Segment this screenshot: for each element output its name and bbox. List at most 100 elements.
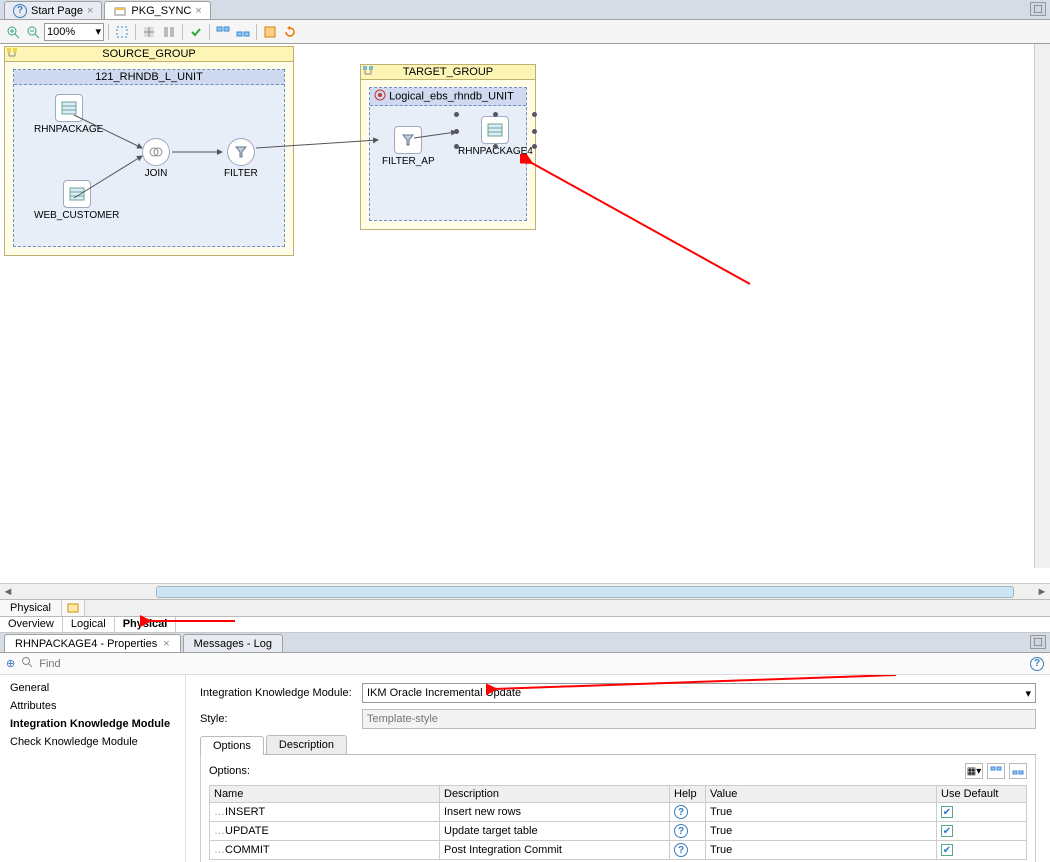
options-collapse-button[interactable] — [1009, 763, 1027, 779]
cell-name: COMMIT — [210, 841, 440, 860]
scroll-left-arrow[interactable]: ◄ — [0, 585, 16, 599]
sidebar-item-general[interactable]: General — [0, 679, 185, 697]
tab-physical-view[interactable]: Physical — [0, 600, 62, 616]
table-row[interactable]: INSERTInsert new rows?True✔ — [210, 803, 1027, 822]
cell-value[interactable]: True — [706, 841, 937, 860]
options-area: Options: ▦▾ Name Description Help Value … — [200, 755, 1036, 862]
close-icon[interactable]: × — [163, 638, 169, 650]
options-table: Name Description Help Value Use Default … — [209, 785, 1027, 860]
ikm-label: Integration Knowledge Module: — [200, 687, 352, 699]
sidebar-item-attributes[interactable]: Attributes — [0, 697, 185, 715]
cell-help[interactable]: ? — [670, 822, 706, 841]
close-icon[interactable]: × — [195, 5, 201, 17]
target-group[interactable]: TARGET_GROUP Logical_ebs_rhndb_UNIT FILT… — [360, 64, 536, 230]
find-bar: ⊕ ? — [0, 653, 1050, 675]
grid-button[interactable] — [140, 23, 158, 41]
tab-logical[interactable]: Logical — [63, 617, 115, 632]
scrollbar-thumb[interactable] — [156, 586, 1014, 598]
diagram-canvas[interactable]: SOURCE_GROUP 121_RHNDB_L_UNIT RHNPACKAGE… — [0, 44, 1050, 583]
zoom-combo[interactable]: 100%▾ — [44, 23, 104, 41]
style-input[interactable] — [362, 709, 1036, 729]
cell-help[interactable]: ? — [670, 841, 706, 860]
vertical-scrollbar[interactable] — [1034, 44, 1050, 568]
properties-panel: General Attributes Integration Knowledge… — [0, 675, 1050, 862]
horizontal-scrollbar[interactable]: ◄ ► — [0, 583, 1050, 599]
zoom-out-button[interactable] — [24, 23, 42, 41]
cell-usedefault[interactable]: ✔ — [937, 803, 1027, 822]
source-unit[interactable]: 121_RHNDB_L_UNIT RHNPACKAGE WEB_CUSTOMER… — [13, 69, 285, 247]
diagram-toolbar: 100%▾ — [0, 20, 1050, 44]
group-icon — [363, 66, 375, 79]
save-layout-button[interactable] — [261, 23, 279, 41]
target-icon — [374, 89, 386, 104]
chevron-down-icon: ▾ — [95, 25, 101, 38]
options-view-button[interactable]: ▦▾ — [965, 763, 983, 779]
cell-usedefault[interactable]: ✔ — [937, 841, 1027, 860]
cell-name: INSERT — [210, 803, 440, 822]
tab-overview[interactable]: Overview — [0, 617, 63, 632]
sidebar-item-ckm[interactable]: Check Knowledge Module — [0, 733, 185, 751]
node-join[interactable]: JOIN — [142, 138, 170, 179]
group-icon — [7, 48, 19, 61]
table-row[interactable]: COMMITPost Integration Commit?True✔ — [210, 841, 1027, 860]
fit-button[interactable] — [113, 23, 131, 41]
cell-value[interactable]: True — [706, 822, 937, 841]
table-icon — [55, 94, 83, 122]
unit-header: Logical_ebs_rhndb_UNIT — [370, 88, 526, 106]
group-title: TARGET_GROUP — [403, 66, 493, 78]
expand-all-button[interactable] — [214, 23, 232, 41]
node-filter-ap[interactable]: FILTER_AP — [382, 126, 435, 167]
cell-value[interactable]: True — [706, 803, 937, 822]
filter-icon — [394, 126, 422, 154]
help-button[interactable]: ? — [1030, 657, 1044, 671]
col-value[interactable]: Value — [706, 786, 937, 803]
ikm-value: IKM Oracle Incremental Update — [367, 687, 521, 699]
expand-icon[interactable]: ⊕ — [6, 657, 15, 670]
scroll-right-arrow[interactable]: ► — [1034, 585, 1050, 599]
find-input[interactable] — [39, 658, 1024, 670]
source-group[interactable]: SOURCE_GROUP 121_RHNDB_L_UNIT RHNPACKAGE… — [4, 46, 294, 256]
chevron-down-icon: ▾ — [1025, 687, 1031, 700]
tab-pkg-sync[interactable]: PKG_SYNC × — [104, 1, 210, 19]
validate-button[interactable] — [187, 23, 205, 41]
unit-title: Logical_ebs_rhndb_UNIT — [389, 90, 514, 102]
cell-usedefault[interactable]: ✔ — [937, 822, 1027, 841]
reset-layout-button[interactable] — [281, 23, 299, 41]
node-filter[interactable]: FILTER — [224, 138, 258, 179]
maximize-panel-button[interactable] — [1030, 635, 1046, 649]
cell-help[interactable]: ? — [670, 803, 706, 822]
tab-start-page[interactable]: ? Start Page × — [4, 1, 102, 19]
subtab-description[interactable]: Description — [266, 735, 347, 754]
node-rhnpackage4[interactable]: RHNPACKAGE4 — [458, 116, 533, 157]
col-desc[interactable]: Description — [440, 786, 670, 803]
cell-name: UPDATE — [210, 822, 440, 841]
cell-desc: Update target table — [440, 822, 670, 841]
col-usedefault[interactable]: Use Default — [937, 786, 1027, 803]
search-icon — [21, 656, 33, 671]
close-icon[interactable]: × — [87, 5, 93, 17]
zoom-in-button[interactable] — [4, 23, 22, 41]
collapse-all-button[interactable] — [234, 23, 252, 41]
maximize-button[interactable] — [1030, 2, 1046, 16]
options-header: Options: — [209, 765, 250, 777]
node-label: RHNPACKAGE — [34, 124, 103, 135]
tab-physical[interactable]: Physical — [115, 617, 177, 632]
tab-messages-log[interactable]: Messages - Log — [183, 634, 283, 652]
ikm-select[interactable]: IKM Oracle Incremental Update ▾ — [362, 683, 1036, 703]
target-unit[interactable]: Logical_ebs_rhndb_UNIT FILTER_AP RHNPACK… — [369, 87, 527, 221]
tab-label: PKG_SYNC — [131, 5, 191, 17]
sidebar-item-ikm[interactable]: Integration Knowledge Module — [0, 715, 185, 733]
table-icon — [481, 116, 509, 144]
properties-main: Integration Knowledge Module: IKM Oracle… — [186, 675, 1050, 862]
view-tabs-2: Overview Logical Physical — [0, 617, 1050, 633]
node-web-customer[interactable]: WEB_CUSTOMER — [34, 180, 119, 221]
subtab-options[interactable]: Options — [200, 736, 264, 755]
node-rhnpackage[interactable]: RHNPACKAGE — [34, 94, 103, 135]
options-expand-button[interactable] — [987, 763, 1005, 779]
layout-button[interactable] — [160, 23, 178, 41]
table-row[interactable]: UPDATEUpdate target table?True✔ — [210, 822, 1027, 841]
tab-properties[interactable]: RHNPACKAGE4 - Properties × — [4, 634, 181, 652]
tab-warning[interactable] — [62, 600, 85, 616]
col-name[interactable]: Name — [210, 786, 440, 803]
col-help[interactable]: Help — [670, 786, 706, 803]
